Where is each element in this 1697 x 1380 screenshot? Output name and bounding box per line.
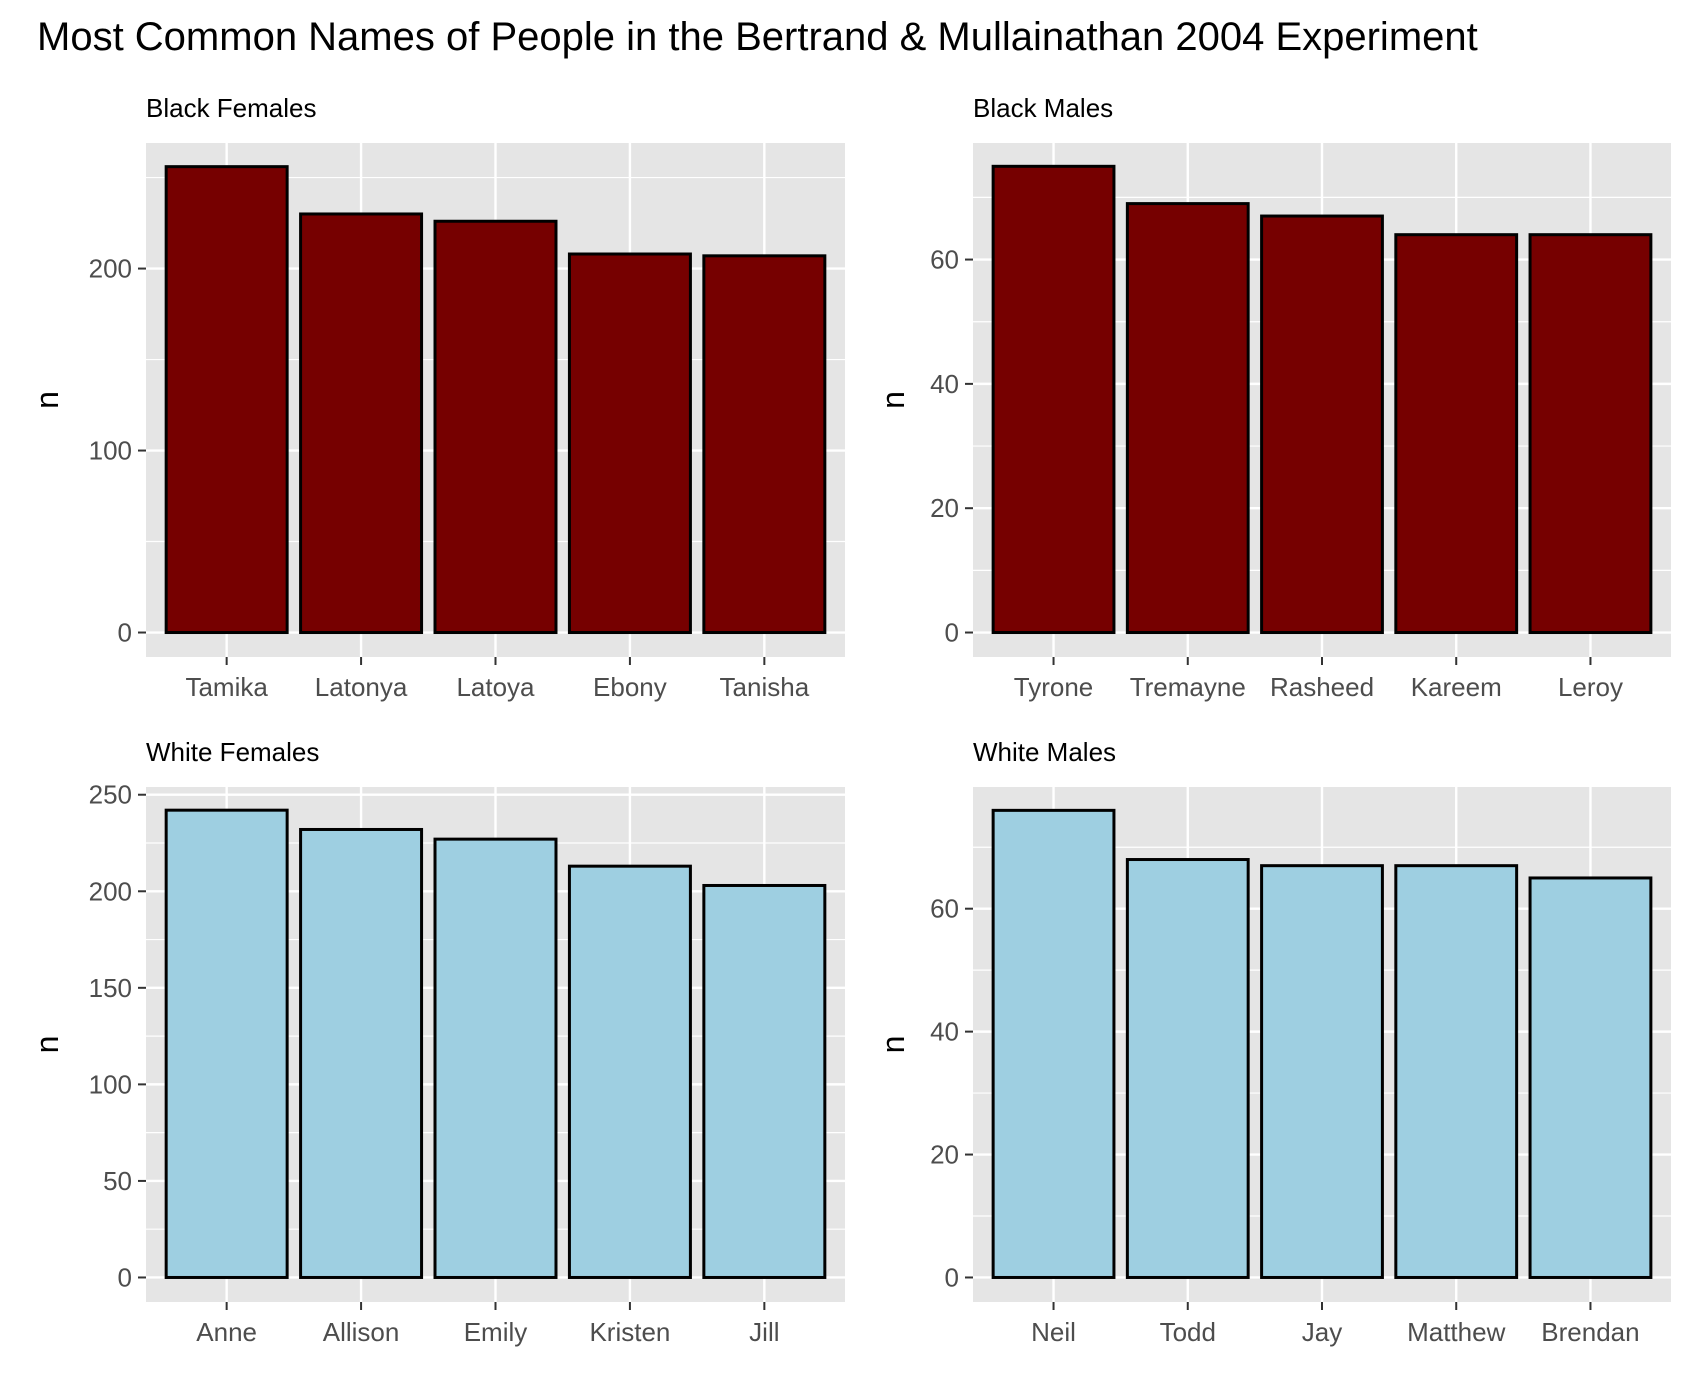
panel-black-males: 0 20 40 60 Tyrone Tremayne Rasheed Kareem Leroy B… bbox=[875, 93, 1671, 702]
y-tick-label: 200 bbox=[89, 254, 132, 284]
x-tick-label: Jay bbox=[1302, 1317, 1342, 1347]
bar-latoya bbox=[433, 219, 558, 635]
x-tick-label: Emily bbox=[464, 1317, 528, 1347]
bar-tanisha bbox=[702, 254, 827, 635]
bar-todd bbox=[1125, 858, 1250, 1279]
x-tick-label: Jill bbox=[749, 1317, 779, 1347]
bar-neil bbox=[991, 808, 1116, 1279]
y-tick-label: 250 bbox=[89, 780, 132, 810]
bar-rasheed bbox=[1260, 214, 1384, 635]
panel-title: Black Males bbox=[973, 93, 1113, 123]
bar-leroy bbox=[1528, 233, 1653, 635]
x-tick-label: Kareem bbox=[1411, 672, 1502, 702]
y-axis-label: n bbox=[29, 1036, 65, 1054]
bar-tremayne bbox=[1125, 202, 1250, 635]
x-tick-label: Tremayne bbox=[1130, 672, 1246, 702]
bar-tamika bbox=[164, 165, 289, 635]
panel-white-females: 0 50 100 150 200 250 Anne Allison Emily Kristen Ji… bbox=[29, 737, 845, 1347]
figure-title: Most Common Names of People in the Bertr… bbox=[37, 15, 1478, 59]
y-axis-label: n bbox=[875, 1036, 911, 1054]
x-tick-label: Neil bbox=[1031, 1317, 1076, 1347]
y-tick-label: 0 bbox=[945, 1262, 959, 1292]
y-tick-label: 100 bbox=[89, 436, 132, 466]
x-tick-label: Kristen bbox=[589, 1317, 670, 1347]
x-tick-label: Tyrone bbox=[1014, 672, 1094, 702]
bar-tyrone bbox=[991, 164, 1116, 635]
y-tick-label: 40 bbox=[930, 1017, 959, 1047]
bar-anne bbox=[164, 808, 289, 1279]
y-tick-label: 20 bbox=[930, 1140, 959, 1170]
y-tick-label: 0 bbox=[945, 618, 959, 648]
bar-kristen bbox=[567, 864, 692, 1279]
panel-title: White Males bbox=[973, 737, 1116, 767]
x-tick-label: Todd bbox=[1160, 1317, 1216, 1347]
y-tick-label: 200 bbox=[89, 876, 132, 906]
bar-jill bbox=[702, 883, 827, 1279]
x-tick-label: Latonya bbox=[315, 672, 408, 702]
y-tick-label: 0 bbox=[118, 1262, 132, 1292]
x-tick-label: Allison bbox=[323, 1317, 400, 1347]
x-tick-label: Anne bbox=[196, 1317, 257, 1347]
x-tick-label: Tanisha bbox=[720, 672, 810, 702]
x-tick-label: Latoya bbox=[456, 672, 535, 702]
y-axis-label: n bbox=[29, 391, 65, 409]
y-axis-label: n bbox=[875, 391, 911, 409]
x-tick-label: Brendan bbox=[1541, 1317, 1639, 1347]
bar-kareem bbox=[1394, 233, 1519, 635]
bar-ebony bbox=[567, 252, 692, 635]
panel-title: Black Females bbox=[146, 93, 317, 123]
panel-black-females: 0 100 200 Tamika Latonya Latoya Ebony Tanisha Bl… bbox=[29, 93, 845, 702]
x-tick-label: Matthew bbox=[1407, 1317, 1505, 1347]
bar-emily bbox=[433, 837, 558, 1279]
panel-white-males: 0 20 40 60 Neil Todd Jay Matthew Brendan White Ma… bbox=[875, 737, 1671, 1347]
y-tick-label: 60 bbox=[930, 894, 959, 924]
y-tick-label: 100 bbox=[89, 1069, 132, 1099]
bar-latonya bbox=[299, 212, 424, 635]
y-tick-label: 50 bbox=[103, 1166, 132, 1196]
x-tick-label: Leroy bbox=[1558, 672, 1623, 702]
x-tick-label: Tamika bbox=[185, 672, 268, 702]
x-tick-label: Ebony bbox=[593, 672, 667, 702]
bar-brendan bbox=[1528, 876, 1653, 1279]
y-tick-label: 20 bbox=[930, 493, 959, 523]
bar-matthew bbox=[1394, 864, 1519, 1279]
x-tick-label: Rasheed bbox=[1270, 672, 1374, 702]
bar-jay bbox=[1260, 864, 1384, 1279]
y-tick-label: 150 bbox=[89, 973, 132, 1003]
y-tick-label: 60 bbox=[930, 245, 959, 275]
bar-allison bbox=[299, 827, 424, 1279]
y-tick-label: 40 bbox=[930, 369, 959, 399]
y-tick-label: 0 bbox=[118, 618, 132, 648]
panel-title: White Females bbox=[146, 737, 319, 767]
